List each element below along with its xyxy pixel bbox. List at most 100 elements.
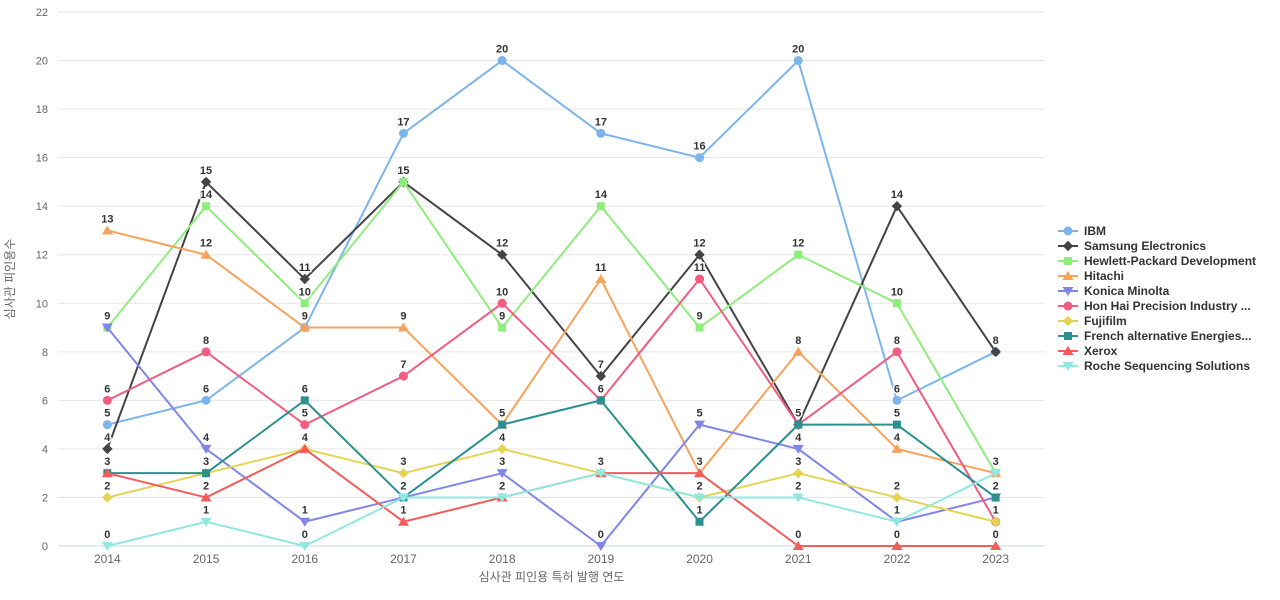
point-hon-hai-precision-industry-2022[interactable] — [892, 347, 902, 357]
hitachi-legend-marker-icon[interactable] — [1062, 271, 1074, 280]
point-fujifilm-2017[interactable] — [398, 467, 409, 479]
point-hewlett-packard-development-2021[interactable] — [794, 250, 803, 259]
point-hon-hai-precision-industry-2017[interactable] — [398, 371, 408, 381]
point-fujifilm-2023[interactable] — [990, 516, 1001, 527]
legend-item-xerox[interactable]: Xerox — [1058, 344, 1118, 358]
legend-item-samsung-electronics[interactable]: Samsung Electronics — [1058, 239, 1206, 253]
point-french-alternative-energies-2020[interactable] — [695, 517, 704, 526]
point-roche-sequencing-solutions-2022[interactable] — [891, 517, 903, 527]
point-ibm-2018[interactable] — [497, 56, 507, 66]
point-roche-sequencing-solutions-2015[interactable] — [200, 517, 212, 527]
point-hon-hai-precision-industry-2020[interactable] — [695, 274, 705, 284]
point-fujifilm-2022[interactable] — [891, 492, 903, 503]
point-hitachi-2022[interactable] — [891, 443, 903, 453]
point-ibm-2014[interactable] — [102, 420, 112, 430]
ibm-legend-marker-icon[interactable] — [1063, 226, 1073, 236]
point-konica-minolta-2014[interactable] — [101, 323, 113, 333]
point-ibm-2019[interactable] — [596, 128, 606, 138]
point-konica-minolta-2016[interactable] — [299, 517, 311, 527]
point-ibm-2015[interactable] — [201, 395, 211, 405]
point-fujifilm-2014[interactable] — [102, 492, 113, 503]
point-samsung-electronics-2020[interactable] — [694, 249, 705, 260]
point-konica-minolta-2019[interactable] — [595, 542, 607, 551]
point-hon-hai-precision-industry-2018[interactable] — [497, 298, 507, 308]
point-samsung-electronics-2023[interactable] — [990, 346, 1001, 358]
point-fujifilm-2018[interactable] — [496, 443, 508, 455]
hon-hai-precision-industry-legend-marker-icon[interactable] — [1063, 301, 1073, 311]
legend-item-ibm[interactable]: IBM — [1058, 224, 1106, 238]
french-alternative-energies-legend-marker-icon[interactable] — [1064, 332, 1072, 340]
point-konica-minolta-2020[interactable] — [694, 420, 706, 430]
point-xerox-2020[interactable] — [694, 468, 706, 478]
point-hewlett-packard-development-2018[interactable] — [498, 323, 507, 332]
data-label: 4 — [894, 432, 901, 444]
point-roche-sequencing-solutions-2021[interactable] — [792, 493, 804, 503]
point-french-alternative-energies-2022[interactable] — [892, 420, 901, 429]
point-french-alternative-energies-2016[interactable] — [300, 396, 309, 405]
fujifilm-legend-marker-icon[interactable] — [1062, 315, 1074, 327]
point-konica-minolta-2021[interactable] — [792, 444, 804, 454]
point-hewlett-packard-development-2019[interactable] — [596, 202, 605, 211]
point-samsung-electronics-2016[interactable] — [299, 273, 310, 285]
point-hitachi-2015[interactable] — [200, 249, 212, 259]
x-tick-label: 2019 — [587, 552, 614, 566]
point-samsung-electronics-2014[interactable] — [102, 443, 113, 455]
data-labels: 5491362306151412483219111015460171592731… — [100, 42, 1000, 542]
point-ibm-2021[interactable] — [793, 56, 803, 66]
point-roche-sequencing-solutions-2019[interactable] — [595, 469, 607, 479]
samsung-electronics-legend-marker-icon[interactable] — [1062, 240, 1074, 252]
point-hon-hai-precision-industry-2015[interactable] — [201, 347, 211, 357]
point-french-alternative-energies-2015[interactable] — [202, 469, 211, 478]
point-roche-sequencing-solutions-2023[interactable] — [990, 469, 1002, 479]
legend-item-konica-minolta[interactable]: Konica Minolta — [1058, 284, 1170, 298]
point-hitachi-2016[interactable] — [299, 322, 311, 332]
legend-item-fujifilm[interactable]: Fujifilm — [1058, 314, 1127, 328]
point-roche-sequencing-solutions-2017[interactable] — [397, 493, 409, 503]
point-french-alternative-energies-2018[interactable] — [498, 420, 507, 429]
point-roche-sequencing-solutions-2016[interactable] — [299, 542, 311, 551]
legend-item-french-alternative-energies[interactable]: French alternative Energies... — [1058, 329, 1251, 343]
point-fujifilm-2021[interactable] — [793, 467, 804, 479]
point-hitachi-2014[interactable] — [101, 225, 113, 235]
point-xerox-2014[interactable] — [101, 468, 113, 478]
point-samsung-electronics-2022[interactable] — [891, 200, 903, 212]
point-hon-hai-precision-industry-2016[interactable] — [300, 420, 310, 430]
point-ibm-2017[interactable] — [398, 128, 408, 138]
point-french-alternative-energies-2023[interactable] — [991, 493, 1000, 502]
point-roche-sequencing-solutions-2014[interactable] — [101, 542, 113, 551]
legend-item-roche-sequencing-solutions[interactable]: Roche Sequencing Solutions — [1058, 359, 1250, 373]
point-ibm-2020[interactable] — [695, 153, 705, 163]
point-samsung-electronics-2018[interactable] — [496, 249, 508, 260]
point-xerox-2023[interactable] — [990, 541, 1002, 550]
point-xerox-2017[interactable] — [397, 516, 409, 526]
xerox-legend-marker-icon[interactable] — [1062, 346, 1074, 355]
point-roche-sequencing-solutions-2018[interactable] — [496, 493, 508, 503]
point-roche-sequencing-solutions-2020[interactable] — [694, 493, 706, 503]
point-samsung-electronics-2015[interactable] — [200, 176, 212, 188]
point-hewlett-packard-development-2015[interactable] — [202, 202, 211, 211]
point-french-alternative-energies-2019[interactable] — [596, 396, 605, 405]
point-hitachi-2019[interactable] — [595, 274, 607, 283]
point-ibm-2022[interactable] — [892, 395, 902, 405]
point-konica-minolta-2015[interactable] — [200, 444, 212, 454]
point-hon-hai-precision-industry-2014[interactable] — [102, 395, 112, 405]
point-samsung-electronics-2019[interactable] — [595, 370, 607, 382]
point-xerox-2021[interactable] — [792, 541, 804, 550]
point-xerox-2016[interactable] — [299, 443, 311, 453]
point-hewlett-packard-development-2020[interactable] — [695, 323, 704, 332]
legend-item-hon-hai-precision-industry[interactable]: Hon Hai Precision Industry ... — [1058, 299, 1251, 313]
konica-minolta-legend-marker-icon[interactable] — [1062, 287, 1074, 296]
point-french-alternative-energies-2021[interactable] — [794, 420, 803, 429]
legend-item-hitachi[interactable]: Hitachi — [1058, 269, 1124, 283]
point-hewlett-packard-development-2022[interactable] — [892, 299, 901, 308]
point-konica-minolta-2018[interactable] — [496, 469, 508, 479]
roche-sequencing-solutions-legend-marker-icon[interactable] — [1062, 362, 1074, 371]
point-xerox-2015[interactable] — [200, 492, 212, 502]
point-xerox-2022[interactable] — [891, 541, 903, 550]
legend-item-hewlett-packard-development[interactable]: Hewlett-Packard Development — [1058, 254, 1256, 268]
point-hitachi-2017[interactable] — [397, 322, 409, 332]
hewlett-packard-development-legend-marker-icon[interactable] — [1064, 257, 1072, 265]
point-hewlett-packard-development-2017[interactable] — [399, 177, 408, 186]
point-hewlett-packard-development-2016[interactable] — [300, 299, 309, 308]
point-hitachi-2021[interactable] — [792, 346, 804, 356]
